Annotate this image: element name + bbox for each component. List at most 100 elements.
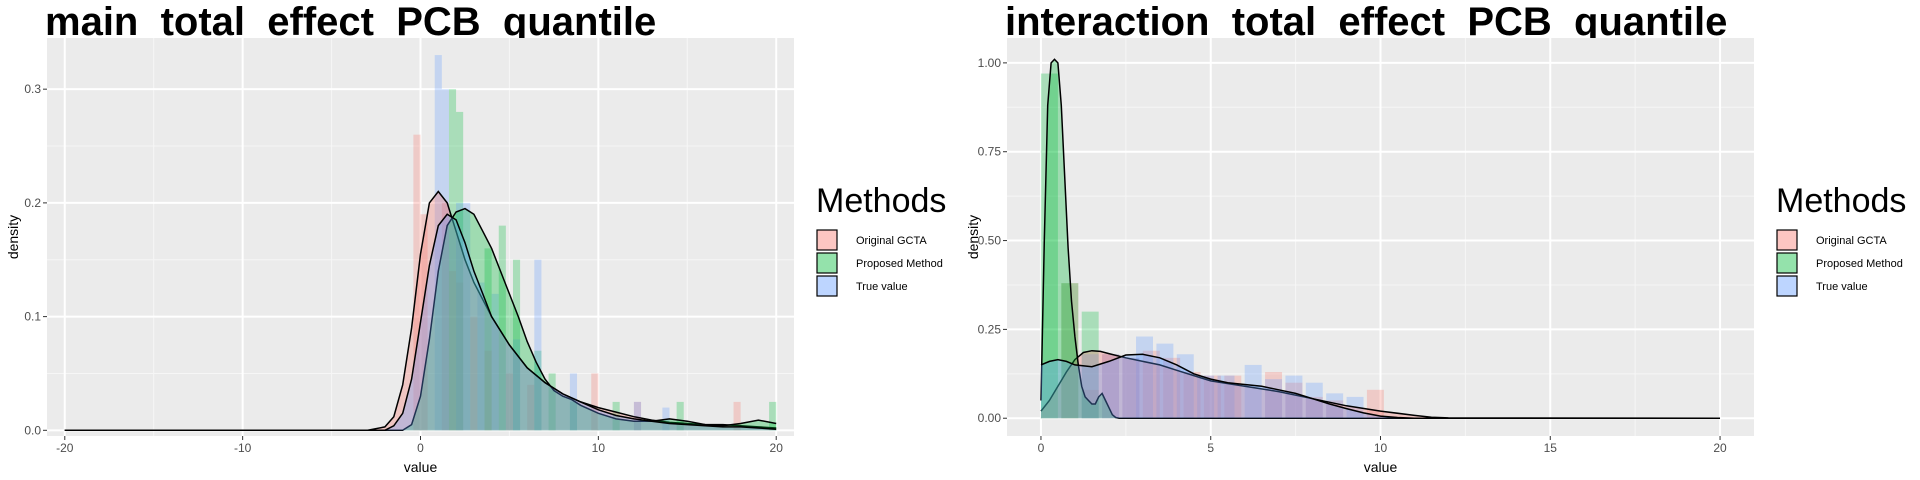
x-axis-label: value — [404, 459, 438, 475]
x-axis-label: value — [1364, 459, 1398, 475]
histogram-bar — [591, 373, 599, 431]
x-tick-label: 15 — [1544, 441, 1558, 455]
histogram-bar — [477, 282, 485, 431]
legend-key-2 — [1776, 275, 1798, 297]
histogram-bar — [633, 401, 642, 431]
legend-title: Methods — [816, 182, 946, 220]
histogram-bar — [484, 248, 492, 431]
histogram-bar — [1244, 364, 1262, 419]
histogram-bar — [456, 202, 464, 431]
density-line-2 — [1040, 353, 1720, 419]
right-chart-panel: interaction_total_effect_PCB_quantile 0 5 1… — [960, 0, 1920, 480]
histogram-bar — [1265, 372, 1283, 419]
chart-title: interaction_total_effect_PCB_quantile — [1005, 0, 1727, 44]
legend-key-2 — [816, 275, 838, 297]
y-tick-label: 0.0 — [24, 423, 41, 437]
histogram-bar — [512, 339, 521, 431]
x-tick-label: -10 — [234, 441, 252, 455]
left-chart-panel: main_total_effect_PCB_quantile -20 -10 0 10 2… — [5, 0, 946, 475]
histogram-bar — [512, 259, 521, 431]
histogram-bar — [1163, 357, 1181, 419]
density-area-2 — [1040, 354, 1721, 419]
density-area-0 — [1040, 350, 1721, 419]
grid-lines — [47, 38, 794, 436]
legend-label-0: Original GCTA — [856, 235, 927, 247]
histogram-bar — [1176, 354, 1194, 419]
histogram-1 — [1040, 73, 1099, 419]
histogram-bar — [498, 225, 506, 431]
histogram-bar — [505, 373, 513, 431]
histogram-bar — [1122, 357, 1140, 419]
histogram-0 — [1061, 283, 1384, 419]
density-area-0 — [64, 191, 777, 431]
legend-label-0: Original GCTA — [1816, 235, 1887, 247]
y-tick-label: 0.25 — [978, 322, 1002, 336]
histogram-bar — [769, 401, 777, 431]
histogram-bar — [569, 401, 578, 431]
legend-title: Methods — [1776, 182, 1906, 220]
y-tick-label: 1.00 — [978, 56, 1002, 70]
histogram-bar — [484, 350, 492, 431]
histogram-bar — [420, 214, 428, 431]
histogram-bar — [434, 55, 442, 431]
histogram-bar — [569, 373, 578, 431]
histogram-bar — [1142, 350, 1160, 419]
right-chart: interaction_total_effect_PCB_quantile 0 5 1… — [965, 0, 1906, 475]
chart-title: main_total_effect_PCB_quantile — [45, 0, 656, 44]
histogram-bar — [491, 293, 499, 431]
x-tick-label: 0 — [417, 441, 424, 455]
legend-key-bg — [1777, 276, 1797, 296]
legend-key-0 — [1776, 229, 1798, 251]
histogram-bar — [1040, 73, 1058, 419]
histogram-bar — [1061, 283, 1079, 419]
legend-key-bg — [1777, 230, 1797, 250]
y-axis-label: density — [965, 215, 981, 259]
y-tick-label: 0.1 — [24, 310, 41, 324]
histogram-bar — [534, 350, 542, 431]
x-tick-label: 20 — [770, 441, 784, 455]
legend: Methods Original GCTA Proposed Method True … — [816, 182, 946, 297]
density-line-1 — [1040, 58, 1720, 419]
y-axis-label: density — [5, 215, 21, 259]
histogram-bar — [1183, 372, 1201, 419]
legend-label-2: True value — [856, 281, 908, 293]
x-tick-label: 5 — [1207, 441, 1214, 455]
histogram-bar — [1217, 375, 1235, 419]
legend-key-0 — [816, 229, 838, 251]
legend-key-bg — [817, 276, 837, 296]
histogram-bar — [1136, 336, 1154, 419]
histogram-bar — [633, 401, 642, 431]
left-chart: main_total_effect_PCB_quantile -20 -10 0 10 2… — [5, 0, 946, 475]
histogram-bar — [441, 89, 449, 431]
legend-key-bg — [1777, 253, 1797, 273]
histogram-bar — [1305, 396, 1323, 419]
legend-key-1 — [816, 252, 838, 274]
x-tick-label: 10 — [1374, 441, 1388, 455]
y-tick-label: 0.75 — [978, 145, 1002, 159]
y-tick-label: 0.2 — [24, 196, 41, 210]
y-tick-label: 0.00 — [978, 411, 1002, 425]
x-tick-label: 10 — [592, 441, 606, 455]
legend-label-1: Proposed Method — [856, 258, 943, 270]
histogram-bar — [1197, 375, 1215, 419]
legend-key-1 — [1776, 252, 1798, 274]
histogram-bar — [1305, 382, 1323, 419]
histogram-bar — [1122, 357, 1140, 419]
histogram-bar — [463, 202, 471, 431]
legend-key-bg — [817, 230, 837, 250]
y-tick-label: 0.3 — [24, 82, 41, 96]
histogram-bar — [548, 373, 556, 431]
density-line-1 — [64, 207, 777, 432]
histogram-bar — [527, 384, 535, 431]
histogram-bar — [676, 401, 684, 431]
density-line-0 — [1040, 349, 1721, 419]
histogram-bar — [733, 401, 741, 431]
histogram-bar — [534, 259, 542, 431]
x-tick-label: -20 — [56, 441, 74, 455]
histogram-bar — [448, 89, 457, 431]
histogram-bar — [1224, 375, 1242, 419]
histogram-1 — [448, 89, 777, 431]
histogram-bar — [1081, 311, 1099, 419]
histogram-bar — [1081, 354, 1099, 419]
legend-label-1: Proposed Method — [1816, 258, 1903, 270]
